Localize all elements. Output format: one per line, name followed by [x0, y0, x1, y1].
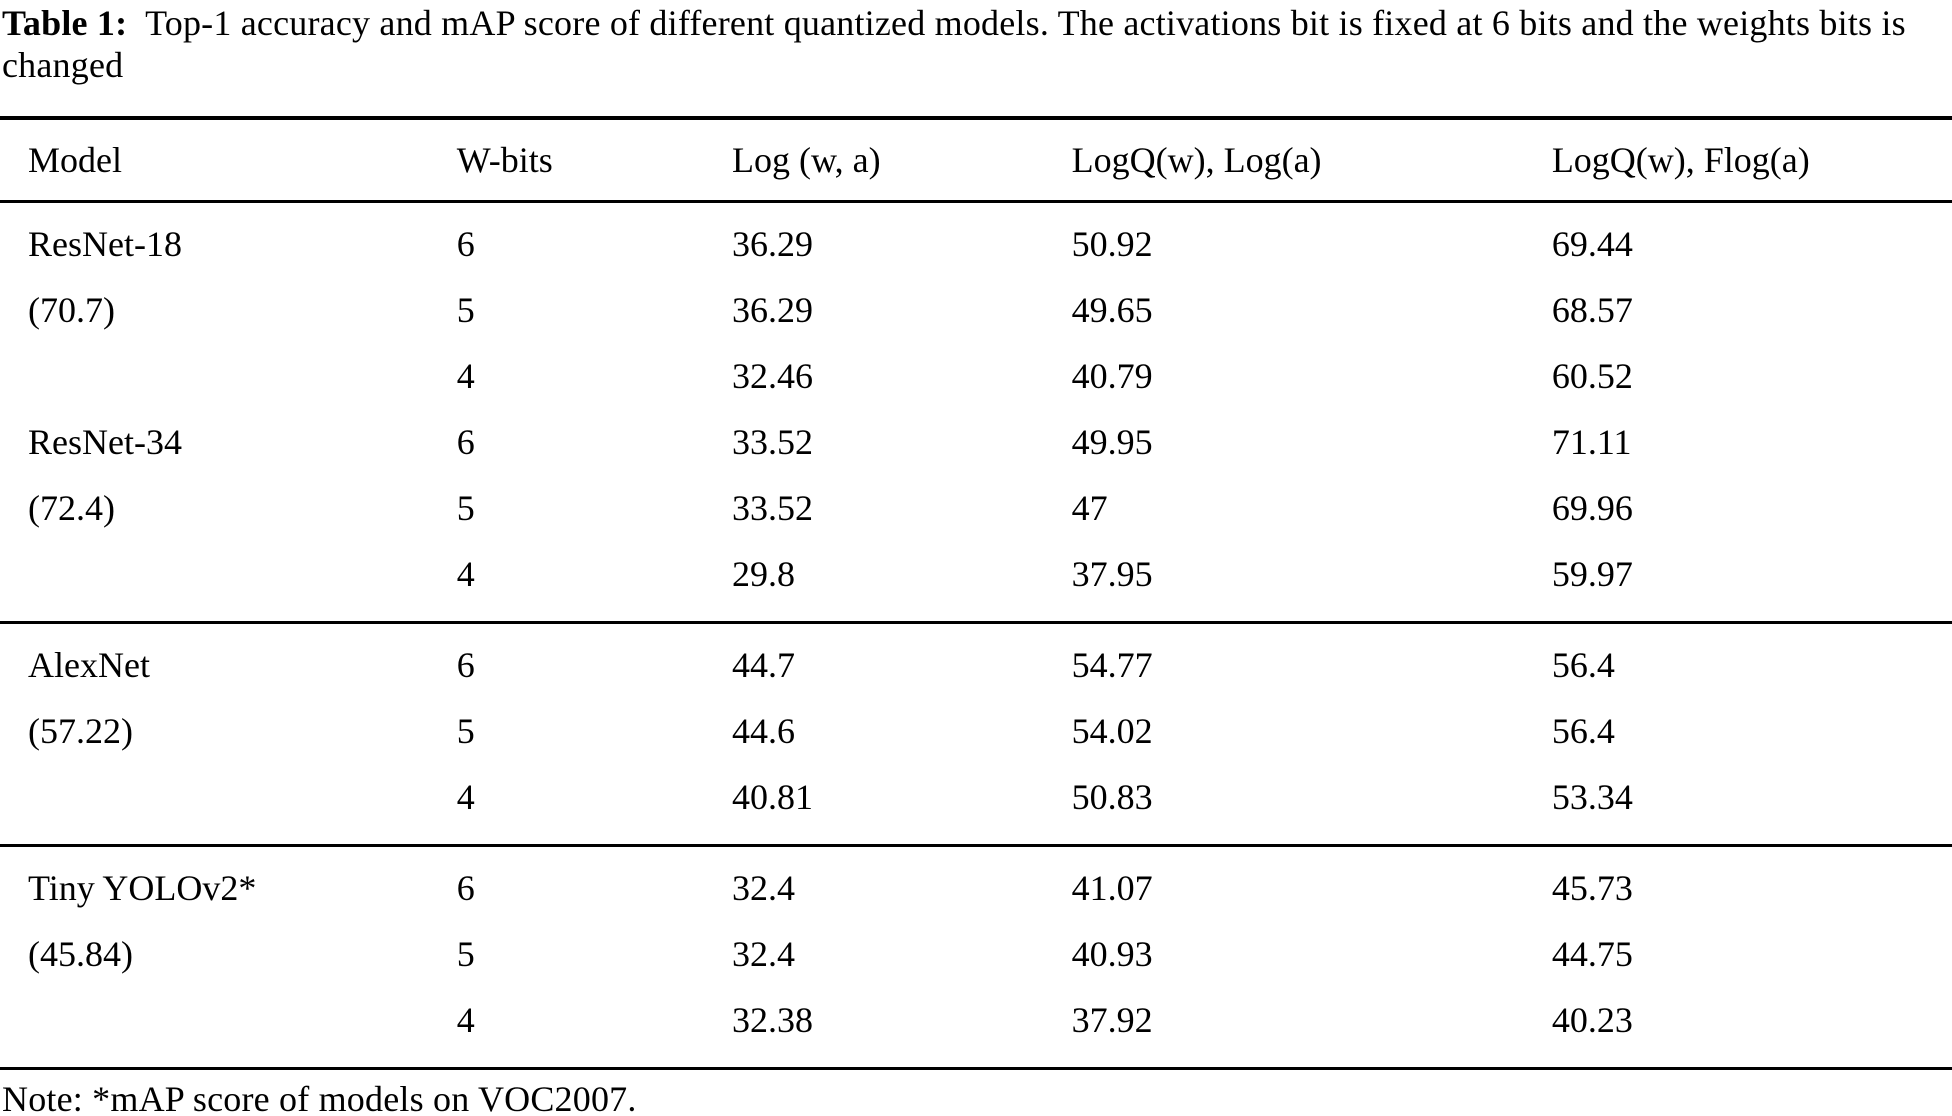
wbits-cell: 6	[456, 422, 475, 462]
results-table: Model W-bits Log (w, a) LogQ(w), Log(a) …	[0, 116, 1952, 1070]
model-name-cell: AlexNet (57.22)	[0, 623, 457, 846]
model-baseline-score: (72.4)	[28, 488, 115, 528]
log-wa-cell: 36.29	[731, 224, 813, 264]
table-row: ResNet-34 (72.4) 6 33.52 49.95 71.11	[0, 409, 1952, 528]
column-header-wbits: W-bits	[456, 118, 732, 203]
logq-flog-cell: 56.4	[1551, 645, 1615, 685]
table-row: 5 44.6 54.02 56.4	[0, 698, 1952, 764]
table-caption-text: Top-1 accuracy and mAP score of differen…	[2, 3, 1906, 85]
log-wa-cell: 29.8	[731, 554, 795, 594]
logq-flog-cell: 45.73	[1551, 868, 1633, 908]
log-wa-cell: 40.81	[731, 777, 813, 817]
model-baseline-score: (70.7)	[28, 290, 115, 330]
wbits-cell: 4	[456, 356, 475, 396]
table-header: Model W-bits Log (w, a) LogQ(w), Log(a) …	[0, 118, 1952, 203]
column-header-model: Model	[0, 118, 457, 203]
logq-log-cell: 49.65	[1071, 290, 1153, 330]
wbits-cell: 4	[456, 554, 475, 594]
logq-log-cell: 40.79	[1071, 356, 1153, 396]
table-section: AlexNet (57.22) 6 44.7 54.77 56.4 5 44.6 54.02 56…	[0, 622, 1952, 846]
table-row: 5 32.4 40.93 44.75	[0, 921, 1952, 987]
log-wa-cell: 36.29	[731, 290, 813, 330]
log-wa-cell: 32.4	[731, 934, 795, 974]
table-section: Tiny YOLOv2* (45.84) 6 32.4 41.07 45.73 5 32.4 4…	[0, 845, 1952, 1069]
log-wa-cell: 44.7	[731, 645, 795, 685]
wbits-cell: 5	[456, 290, 475, 330]
table-footnote: Note: *mAP score of models on VOC2007.	[2, 1079, 637, 1116]
model-name: Tiny YOLOv2*	[28, 868, 257, 908]
logq-log-cell: 50.83	[1071, 777, 1153, 817]
logq-flog-cell: 44.75	[1551, 934, 1633, 974]
logq-flog-cell: 40.23	[1551, 1000, 1633, 1040]
logq-log-cell: 37.95	[1071, 554, 1153, 594]
wbits-cell: 4	[456, 777, 475, 817]
log-wa-cell: 32.38	[731, 1000, 813, 1040]
logq-log-cell: 41.07	[1071, 868, 1153, 908]
table-row: 4 32.38 37.92 40.23	[0, 987, 1952, 1069]
logq-log-cell: 54.02	[1071, 711, 1153, 751]
column-header-logq-log: LogQ(w), Log(a)	[1071, 118, 1552, 203]
table-caption-label: Table 1:	[2, 3, 128, 43]
model-baseline-score: (57.22)	[28, 711, 133, 751]
log-wa-cell: 33.52	[731, 488, 813, 528]
logq-flog-cell: 53.34	[1551, 777, 1633, 817]
model-name: ResNet-18	[28, 224, 182, 264]
log-wa-cell: 44.6	[731, 711, 795, 751]
wbits-cell: 6	[456, 224, 475, 264]
model-name-cell: Tiny YOLOv2* (45.84)	[0, 846, 457, 1069]
wbits-cell: 5	[456, 711, 475, 751]
logq-flog-cell: 60.52	[1551, 356, 1633, 396]
table-row: 4 29.8 37.95 59.97	[0, 541, 1952, 623]
column-header-logq-flog: LogQ(w), Flog(a)	[1551, 118, 1952, 203]
table-row: AlexNet (57.22) 6 44.7 54.77 56.4	[0, 623, 1952, 751]
wbits-cell: 5	[456, 934, 475, 974]
logq-flog-cell: 69.44	[1551, 224, 1633, 264]
table-section: ResNet-18 (70.7) 6 36.29 50.92 69.44 5 36.29 49.…	[0, 202, 1952, 623]
logq-flog-cell: 71.11	[1551, 422, 1632, 462]
log-wa-cell: 32.46	[731, 356, 813, 396]
logq-flog-cell: 69.96	[1551, 488, 1633, 528]
logq-log-cell: 37.92	[1071, 1000, 1153, 1040]
table-row: 4 40.81 50.83 53.34	[0, 764, 1952, 846]
column-header-log-wa: Log (w, a)	[731, 118, 1072, 203]
wbits-cell: 6	[456, 868, 475, 908]
log-wa-cell: 32.4	[731, 868, 795, 908]
model-name-cell: ResNet-34 (72.4)	[0, 409, 457, 623]
wbits-cell: 5	[456, 488, 475, 528]
table-row: 5 36.29 49.65 68.57	[0, 277, 1952, 343]
table-row: 5 33.52 47 69.96	[0, 475, 1952, 541]
model-name: ResNet-34	[28, 422, 182, 462]
logq-flog-cell: 59.97	[1551, 554, 1633, 594]
wbits-cell: 4	[456, 1000, 475, 1040]
logq-flog-cell: 56.4	[1551, 711, 1615, 751]
logq-log-cell: 54.77	[1071, 645, 1153, 685]
table-row: 4 32.46 40.79 60.52	[0, 343, 1952, 409]
table-row: Tiny YOLOv2* (45.84) 6 32.4 41.07 45.73	[0, 846, 1952, 974]
logq-log-cell: 40.93	[1071, 934, 1153, 974]
table-caption: Table 1: Top-1 accuracy and mAP score of…	[0, 0, 1952, 86]
header-row: Model W-bits Log (w, a) LogQ(w), Log(a) …	[0, 118, 1952, 203]
table-row: ResNet-18 (70.7) 6 36.29 50.92 69.44	[0, 202, 1952, 330]
model-name: AlexNet	[28, 645, 150, 685]
logq-log-cell: 49.95	[1071, 422, 1153, 462]
model-name-cell: ResNet-18 (70.7)	[0, 202, 457, 410]
log-wa-cell: 33.52	[731, 422, 813, 462]
model-baseline-score: (45.84)	[28, 934, 133, 974]
logq-flog-cell: 68.57	[1551, 290, 1633, 330]
logq-log-cell: 47	[1071, 488, 1108, 528]
logq-log-cell: 50.92	[1071, 224, 1153, 264]
wbits-cell: 6	[456, 645, 475, 685]
